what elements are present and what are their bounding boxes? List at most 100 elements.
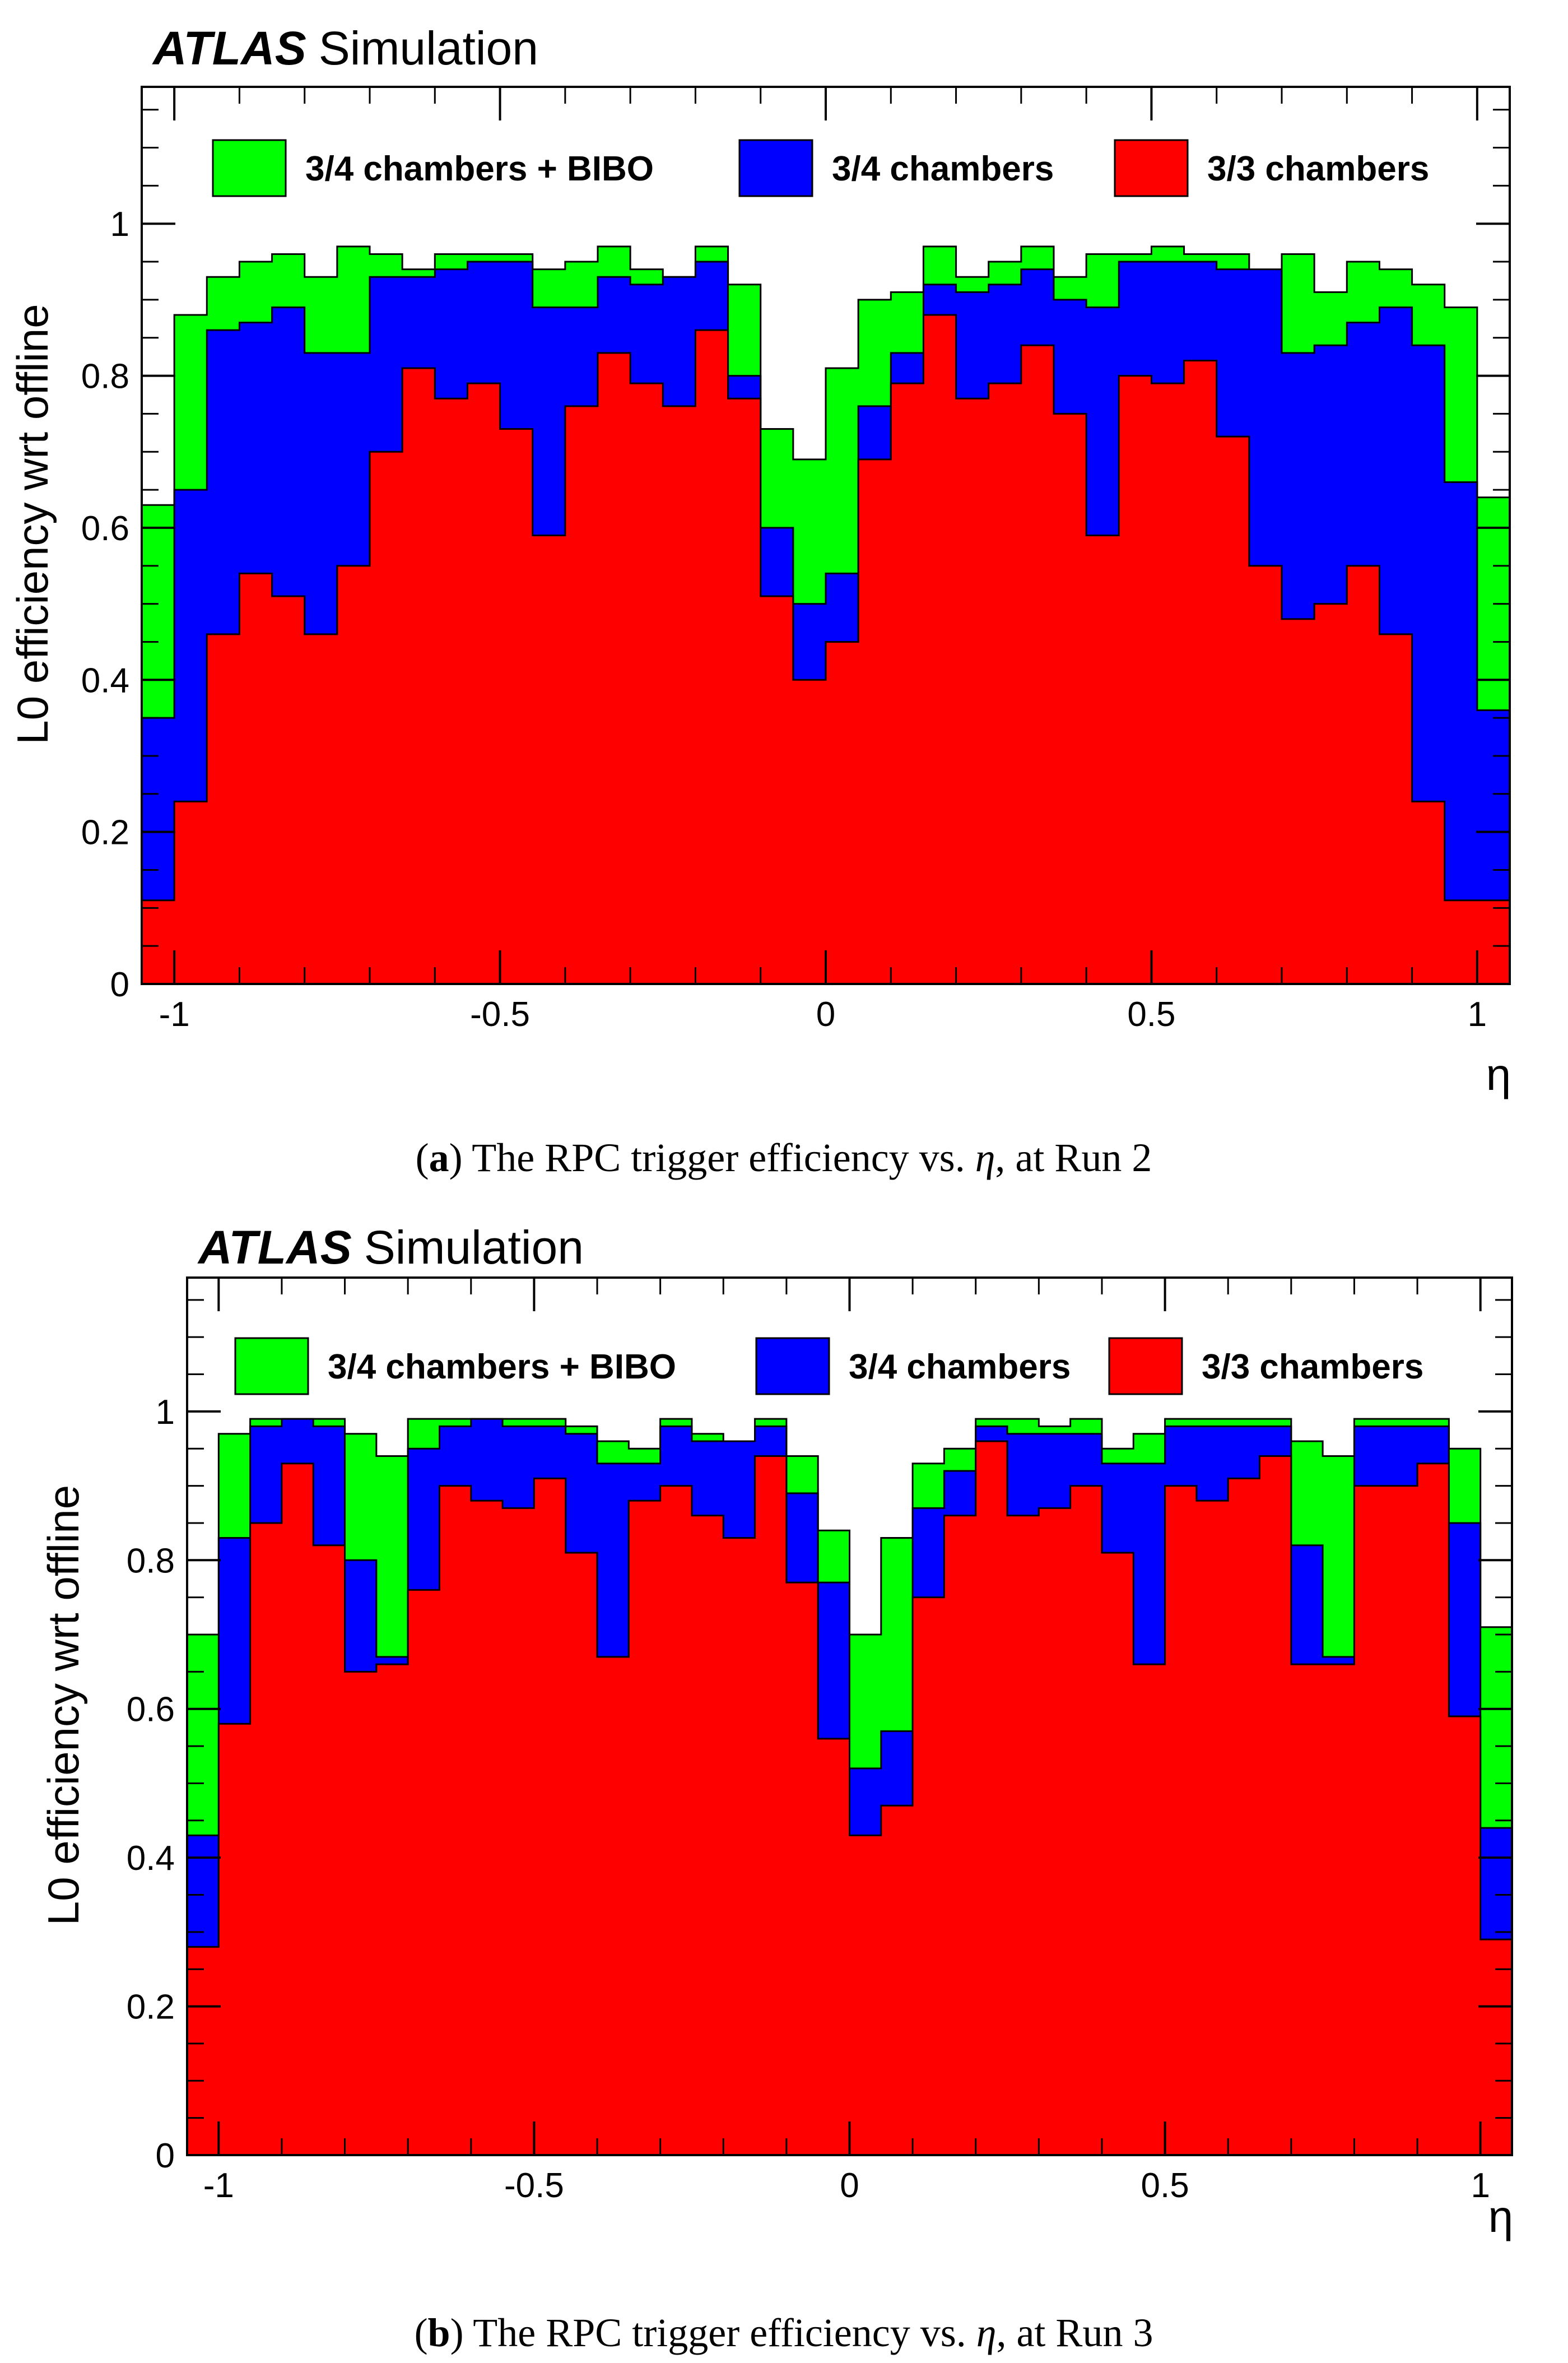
bar	[1291, 1664, 1323, 2155]
bar	[500, 429, 533, 984]
atlas-label: ATLAS	[152, 22, 306, 75]
atlas-label: ATLAS	[197, 1221, 352, 1274]
y-tick-label: 1	[156, 1393, 175, 1432]
bar	[566, 1553, 597, 2155]
bar	[370, 452, 402, 984]
simulation-label: Simulation	[364, 1221, 584, 1274]
bar	[1282, 619, 1314, 984]
x-tick-label: -1	[203, 2166, 234, 2205]
bar	[1119, 376, 1151, 984]
bar	[534, 1478, 565, 2155]
x-tick-label: 0.5	[1127, 995, 1175, 1034]
legend-label: 3/4 chambers	[849, 1348, 1071, 1386]
y-tick-label: 0.8	[127, 1542, 175, 1580]
bar	[629, 1501, 660, 2155]
bar	[913, 1598, 944, 2155]
legend-label: 3/4 chambers + BIBO	[305, 150, 654, 188]
caption-letter: a	[429, 1135, 449, 1180]
legend-swatch	[234, 1337, 309, 1395]
x-tick-label: -1	[159, 995, 190, 1034]
bar	[1021, 345, 1054, 984]
bar	[1071, 1486, 1102, 2155]
x-axis-label: η	[1486, 1050, 1511, 1099]
bar	[435, 398, 467, 984]
chart-a: -1 -0.5 0 0.5 1 0 0.2 0.4 0.6 0.8 1 η L0 efficiency …	[8, 22, 1511, 1180]
bar	[533, 536, 565, 985]
bar	[989, 383, 1021, 984]
bar	[598, 353, 630, 984]
bar	[1249, 566, 1282, 984]
bar	[1165, 1486, 1197, 2155]
caption-symbol: η	[975, 1135, 995, 1180]
bar	[850, 1835, 881, 2155]
bar	[272, 596, 305, 984]
bar	[695, 330, 728, 984]
bar	[207, 634, 239, 984]
bar	[337, 566, 370, 984]
bar	[1086, 536, 1119, 985]
bar	[881, 1805, 913, 2155]
bar	[142, 900, 174, 984]
x-tick-label: 1	[1471, 2166, 1490, 2205]
bar	[787, 1582, 818, 2155]
bar	[1228, 1478, 1259, 2155]
bar	[565, 406, 598, 984]
bar	[1133, 1664, 1165, 2155]
caption-suffix: , at Run 2	[995, 1135, 1152, 1180]
bar	[630, 383, 663, 984]
y-tick-label: 0	[110, 965, 129, 1004]
bar	[1314, 604, 1347, 984]
y-axis-label: L0 efficiency wrt offline	[8, 304, 57, 744]
bar	[1477, 900, 1510, 984]
bar	[1412, 801, 1445, 984]
simulation-label: Simulation	[319, 22, 538, 75]
figure-caption: (a) The RPC trigger efficiency vs. η, at…	[416, 1135, 1152, 1180]
bar	[1386, 1486, 1417, 2155]
bar	[1445, 900, 1477, 984]
bar	[239, 573, 272, 984]
y-tick-label: 0.4	[127, 1839, 175, 1878]
caption-letter: b	[428, 2310, 450, 2355]
bar	[467, 383, 500, 984]
bar	[1379, 634, 1412, 984]
y-tick-label: 0.6	[127, 1691, 175, 1729]
bar	[956, 398, 989, 984]
legend-label: 3/3 chambers	[1202, 1348, 1423, 1386]
atlas-banner: ATLAS Simulation	[152, 22, 538, 75]
legend-swatch	[1114, 139, 1189, 197]
x-tick-label: 0	[816, 995, 835, 1034]
bar	[923, 315, 956, 984]
bar	[1260, 1456, 1291, 2155]
bar	[597, 1657, 629, 2155]
bar	[1347, 566, 1379, 984]
bar	[1354, 1486, 1385, 2155]
bar	[402, 368, 435, 984]
bar	[376, 1664, 408, 2155]
bar	[187, 1947, 218, 2155]
caption-symbol: η	[976, 2310, 997, 2355]
x-axis-label: η	[1488, 2192, 1514, 2241]
y-tick-label: 0.8	[81, 358, 129, 396]
bar	[345, 1672, 376, 2155]
bar	[1102, 1553, 1133, 2155]
caption-suffix: , at Run 3	[996, 2310, 1153, 2355]
y-tick-label: 0.6	[81, 509, 129, 548]
y-tick-label: 0	[156, 2137, 175, 2175]
legend-label: 3/4 chambers + BIBO	[328, 1348, 676, 1386]
bar	[944, 1516, 975, 2155]
caption-close-paren: )	[450, 2310, 464, 2355]
legend-swatch	[755, 1337, 830, 1395]
bar	[891, 383, 923, 984]
y-axis-label: L0 efficiency wrt offline	[39, 1485, 88, 1925]
bar	[723, 1538, 755, 2155]
bar	[218, 1724, 250, 2155]
bar	[1007, 1516, 1039, 2155]
x-tick-label: 0	[840, 2166, 859, 2205]
bar	[1323, 1664, 1354, 2155]
bar	[502, 1508, 534, 2155]
bar	[282, 1464, 313, 2155]
x-tick-label: 0.5	[1141, 2166, 1189, 2205]
bar	[660, 1486, 692, 2155]
histogram-area	[186, 1440, 1513, 2156]
